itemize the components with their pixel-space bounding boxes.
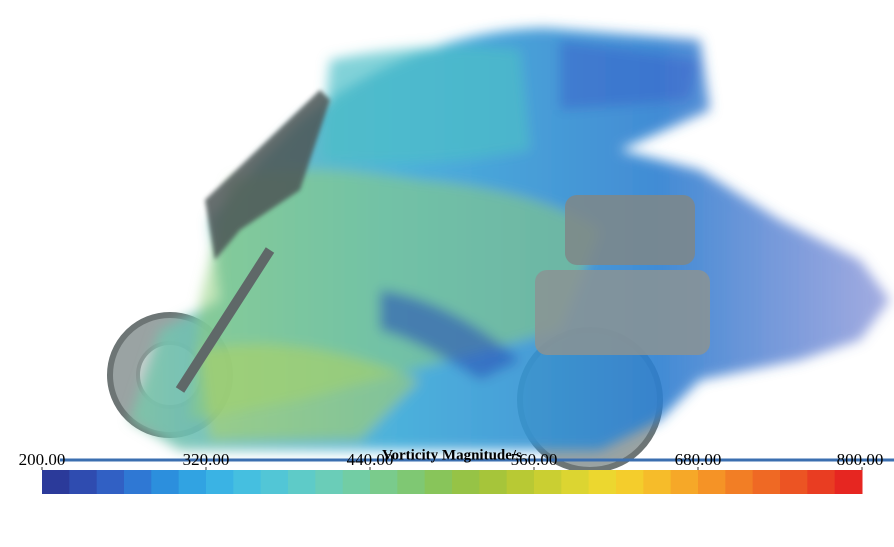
- colorbar-segment: [69, 470, 97, 494]
- colorbar-segment: [425, 470, 453, 494]
- tick-label: 320.00: [183, 450, 230, 469]
- colorbar-segment: [807, 470, 835, 494]
- colorbar-segment: [370, 470, 398, 494]
- colorbar-segment: [507, 470, 535, 494]
- tick-label: 200.00: [19, 450, 66, 469]
- figure: Vorticity Magnitude/s 200.00 320.00 440.00…: [0, 0, 894, 547]
- colorbar-segment: [42, 470, 70, 494]
- colorbar-segment: [179, 470, 207, 494]
- colorbar-segment: [151, 470, 179, 494]
- colorbar-segment: [343, 470, 371, 494]
- colorbar-segment: [452, 470, 480, 494]
- colorbar-segment: [97, 470, 125, 494]
- colorbar-segment: [397, 470, 425, 494]
- colorbar-title: Vorticity Magnitude/s: [382, 447, 522, 463]
- colorbar-segment: [835, 470, 863, 494]
- colorbar-segment: [479, 470, 507, 494]
- tick-label: 440.00: [347, 450, 394, 469]
- tick-label: 560.00: [511, 450, 558, 469]
- colorbar-segment: [206, 470, 234, 494]
- colorbar-segment: [725, 470, 753, 494]
- colorbar-segment: [698, 470, 726, 494]
- colorbar-segment: [589, 470, 617, 494]
- colorbar-segment: [261, 470, 289, 494]
- colorbar-segment: [616, 470, 644, 494]
- colorbar-segment: [288, 470, 316, 494]
- colorbar-segment: [561, 470, 589, 494]
- flow-visualization: [60, 28, 894, 470]
- colorbar-segment: [233, 470, 261, 494]
- pannier: [535, 270, 710, 355]
- vorticity-cloud: [130, 28, 890, 450]
- colorbar-segment: [124, 470, 152, 494]
- colorbar-segment: [534, 470, 562, 494]
- side-case: [565, 195, 695, 265]
- tick-label: 680.00: [675, 450, 722, 469]
- colorbar-segment: [671, 470, 699, 494]
- tick-label: 800.00: [837, 450, 884, 469]
- colorbar: Vorticity Magnitude/s 200.00 320.00 440.00…: [19, 447, 884, 494]
- colorbar-segment: [315, 470, 343, 494]
- colorbar-segment: [643, 470, 671, 494]
- colorbar-segment: [753, 470, 781, 494]
- colorbar-segment: [780, 470, 808, 494]
